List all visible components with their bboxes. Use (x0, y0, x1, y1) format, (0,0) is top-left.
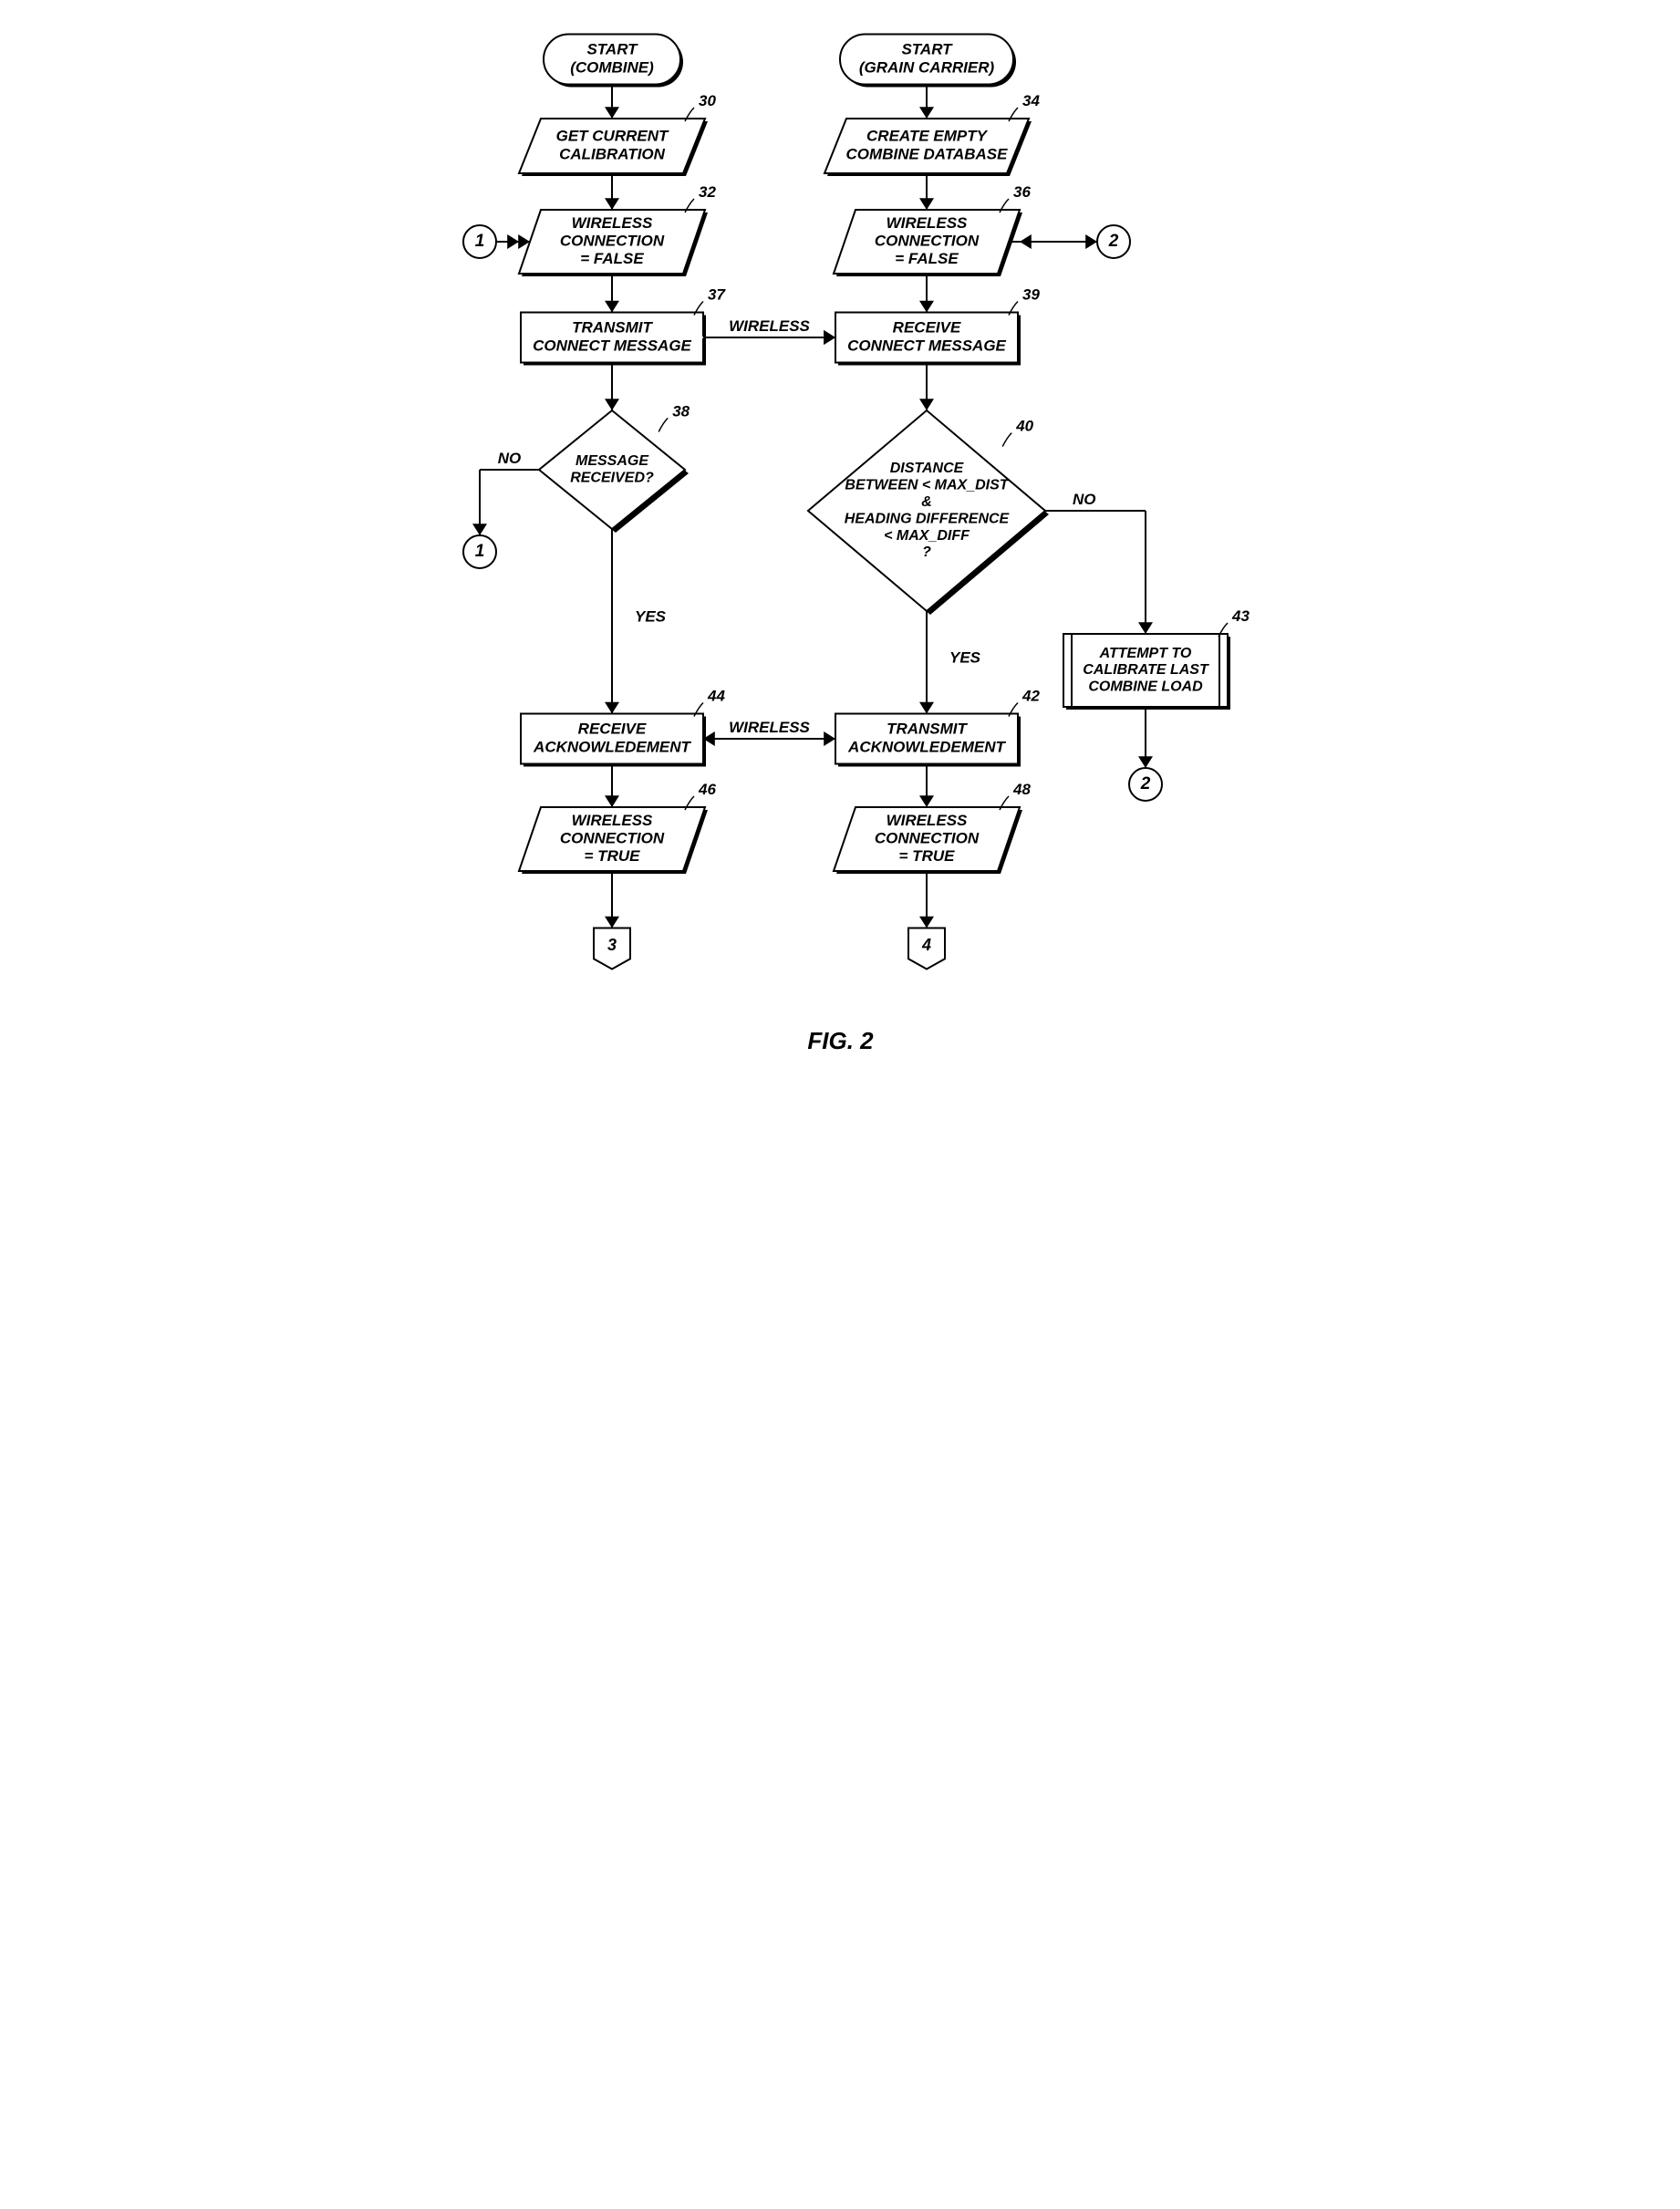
svg-text:CONNECTION: CONNECTION (874, 232, 979, 249)
svg-text:48: 48 (1012, 781, 1031, 798)
svg-text:ACKNOWLEDEMENT: ACKNOWLEDEMENT (533, 738, 691, 755)
svg-text:1: 1 (474, 232, 484, 251)
svg-text:FIG. 2: FIG. 2 (807, 1027, 874, 1054)
svg-text:= TRUE: = TRUE (584, 847, 640, 865)
svg-text:WIRELESS: WIRELESS (729, 317, 810, 335)
svg-text:46: 46 (698, 781, 716, 798)
svg-text:CONNECT MESSAGE: CONNECT MESSAGE (533, 337, 691, 354)
svg-text:YES: YES (949, 648, 981, 666)
svg-text:BETWEEN < MAX_DIST: BETWEEN < MAX_DIST (845, 478, 1009, 493)
svg-text:RECEIVE: RECEIVE (577, 721, 646, 738)
svg-text:MESSAGE: MESSAGE (575, 453, 648, 469)
svg-text:START: START (901, 41, 953, 58)
svg-text:RECEIVED?: RECEIVED? (570, 470, 654, 485)
svg-text:WIRELESS: WIRELESS (571, 214, 652, 232)
svg-text:CREATE EMPTY: CREATE EMPTY (866, 128, 989, 145)
svg-text:CONNECTION: CONNECTION (559, 232, 664, 249)
svg-text:2: 2 (1107, 232, 1118, 251)
svg-text:(COMBINE): (COMBINE) (570, 58, 654, 76)
svg-text:?: ? (922, 544, 931, 560)
flowchart-svg: START(COMBINE)START(GRAIN CARRIER)GET CU… (420, 0, 1260, 1104)
svg-text:START: START (586, 41, 638, 58)
svg-text:CONNECTION: CONNECTION (559, 829, 664, 846)
svg-text:NO: NO (1073, 491, 1096, 508)
svg-text:TRANSMIT: TRANSMIT (572, 319, 653, 337)
svg-text:COMBINE LOAD: COMBINE LOAD (1088, 679, 1203, 695)
svg-text:WIRELESS: WIRELESS (729, 719, 810, 736)
svg-text:42: 42 (1021, 688, 1040, 705)
svg-text:WIRELESS: WIRELESS (886, 812, 967, 829)
svg-text:&: & (921, 494, 932, 510)
svg-text:= FALSE: = FALSE (895, 250, 959, 267)
svg-text:CONNECTION: CONNECTION (874, 829, 979, 846)
svg-text:1: 1 (474, 542, 484, 561)
svg-text:44: 44 (707, 688, 725, 705)
svg-text:ATTEMPT TO: ATTEMPT TO (1098, 646, 1191, 661)
svg-text:NO: NO (497, 450, 521, 467)
svg-text:ACKNOWLEDEMENT: ACKNOWLEDEMENT (847, 738, 1006, 755)
svg-text:< MAX_DIFF: < MAX_DIFF (884, 528, 970, 544)
svg-text:3: 3 (607, 936, 616, 954)
svg-text:DISTANCE: DISTANCE (889, 461, 964, 476)
svg-text:TRANSMIT: TRANSMIT (887, 721, 968, 738)
svg-text:= FALSE: = FALSE (580, 250, 644, 267)
svg-text:(GRAIN CARRIER): (GRAIN CARRIER) (858, 58, 994, 76)
svg-text:= TRUE: = TRUE (898, 847, 955, 865)
svg-text:34: 34 (1022, 92, 1040, 109)
svg-text:GET CURRENT: GET CURRENT (555, 128, 669, 145)
svg-text:CALIBRATE LAST: CALIBRATE LAST (1083, 662, 1209, 678)
svg-text:WIRELESS: WIRELESS (886, 214, 967, 232)
svg-text:38: 38 (672, 402, 690, 420)
svg-text:40: 40 (1015, 418, 1033, 435)
svg-text:CALIBRATION: CALIBRATION (559, 145, 666, 162)
svg-text:30: 30 (699, 92, 716, 109)
svg-text:YES: YES (635, 607, 667, 625)
svg-text:39: 39 (1022, 286, 1040, 304)
svg-text:4: 4 (920, 936, 930, 954)
svg-text:WIRELESS: WIRELESS (571, 812, 652, 829)
svg-text:HEADING DIFFERENCE: HEADING DIFFERENCE (844, 511, 1010, 526)
svg-text:CONNECT MESSAGE: CONNECT MESSAGE (847, 337, 1006, 354)
svg-text:2: 2 (1139, 774, 1150, 793)
svg-text:COMBINE DATABASE: COMBINE DATABASE (845, 145, 1008, 162)
svg-text:36: 36 (1013, 183, 1031, 201)
svg-text:RECEIVE: RECEIVE (892, 319, 960, 337)
svg-text:37: 37 (708, 286, 726, 304)
svg-text:32: 32 (699, 183, 716, 201)
svg-text:43: 43 (1231, 607, 1250, 625)
